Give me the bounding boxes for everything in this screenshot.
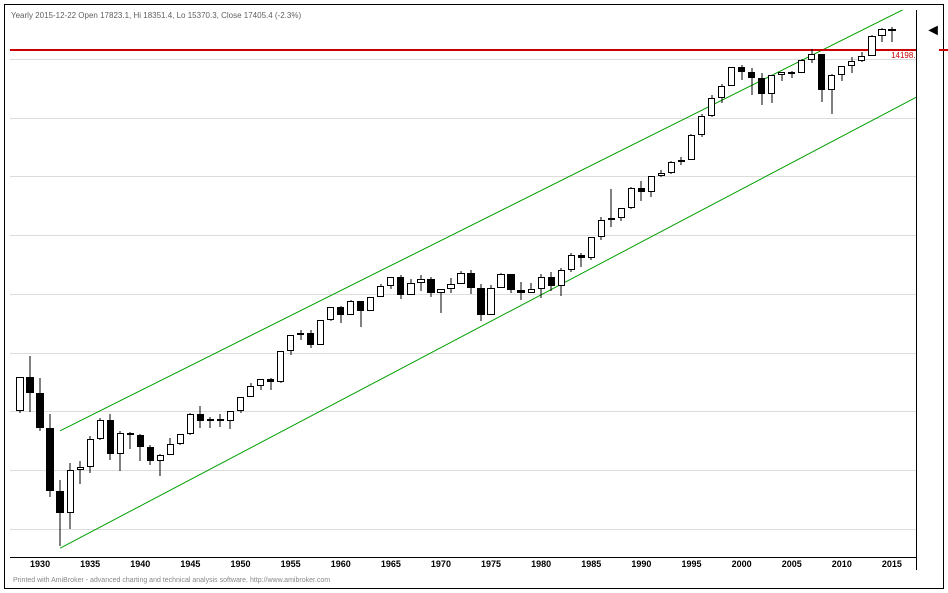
y-axis bbox=[916, 10, 939, 570]
chart-frame: Yearly 2015-12-22 Open 17823.1, Hi 18351… bbox=[4, 4, 944, 589]
footer-credit: Printed with AmiBroker - advanced charti… bbox=[13, 577, 330, 584]
last-price-arrow-icon: ◄ bbox=[925, 22, 941, 40]
chart-plot-area: 14198.1 bbox=[10, 10, 948, 570]
x-axis: 1930193519401945195019551960196519701975… bbox=[10, 557, 922, 572]
